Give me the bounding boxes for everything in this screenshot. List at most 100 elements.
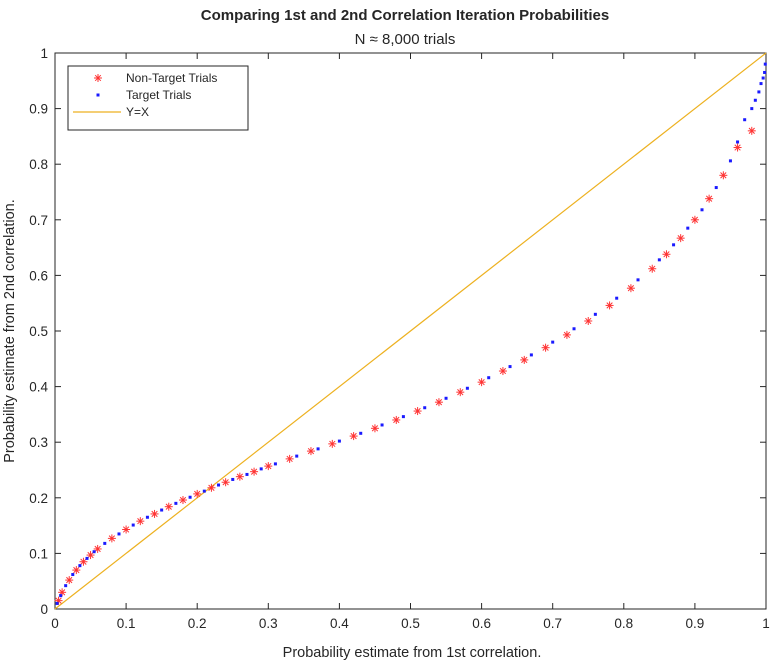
- y-tick-label: 0.5: [29, 324, 48, 339]
- non-target-point: [605, 301, 614, 310]
- target-point: [92, 550, 96, 554]
- target-point: [657, 258, 661, 262]
- target-point: [728, 159, 732, 163]
- target-point: [188, 495, 192, 499]
- non-target-point: [690, 215, 699, 224]
- legend-marker-target: [96, 93, 100, 97]
- non-target-point: [328, 439, 337, 448]
- target-point: [71, 573, 75, 577]
- non-target-point: [107, 534, 116, 543]
- non-target-point: [285, 454, 294, 463]
- target-point: [636, 278, 640, 282]
- non-target-point: [733, 143, 742, 152]
- non-target-point: [193, 489, 202, 498]
- non-target-point: [456, 388, 465, 397]
- legend-entry-label: Target Trials: [126, 88, 191, 102]
- target-point: [78, 564, 82, 568]
- target-point: [217, 483, 221, 487]
- non-target-point: [72, 566, 81, 575]
- non-target-point: [562, 330, 571, 339]
- x-tick-label: 0.4: [330, 616, 349, 631]
- target-point: [295, 454, 299, 458]
- target-point: [615, 296, 619, 300]
- non-target-point: [264, 462, 273, 471]
- x-tick-label: 0.6: [472, 616, 491, 631]
- target-point: [759, 82, 763, 86]
- y-tick-label: 0.7: [29, 213, 48, 228]
- non-target-point: [306, 447, 315, 456]
- non-target-point: [541, 343, 550, 352]
- target-point: [273, 462, 277, 466]
- target-point: [572, 327, 576, 331]
- target-point: [763, 62, 767, 66]
- x-tick-label: 0.7: [543, 616, 562, 631]
- target-point: [174, 501, 178, 505]
- non-target-point: [65, 576, 74, 585]
- target-point: [761, 76, 765, 80]
- x-tick-label: 0.3: [259, 616, 278, 631]
- x-tick-label: 0.5: [401, 616, 420, 631]
- target-point: [757, 90, 761, 94]
- target-point: [750, 107, 754, 111]
- y-tick-label: 0: [40, 602, 48, 617]
- target-point: [401, 415, 405, 419]
- target-point: [753, 98, 757, 102]
- target-point: [202, 489, 206, 493]
- target-point: [259, 467, 263, 471]
- chart-title: Comparing 1st and 2nd Correlation Iterat…: [201, 7, 609, 24]
- y-tick-label: 0.6: [29, 268, 48, 283]
- non-target-point: [662, 250, 671, 259]
- non-target-point: [349, 432, 358, 441]
- target-point: [160, 508, 164, 512]
- chart-subtitle: N ≈ 8,000 trials: [355, 31, 456, 48]
- target-point: [465, 386, 469, 390]
- non-target-point: [392, 415, 401, 424]
- non-target-point: [221, 478, 230, 487]
- y-tick-label: 0.1: [29, 546, 48, 561]
- target-point: [64, 584, 68, 588]
- target-point: [736, 140, 740, 144]
- legend: Non-Target Trials Target Trials Y=X: [67, 65, 249, 131]
- non-target-point: [250, 467, 259, 476]
- target-point: [487, 376, 491, 380]
- target-point: [55, 601, 59, 605]
- x-tick-label: 0.1: [117, 616, 136, 631]
- non-target-point: [626, 284, 635, 293]
- target-point: [131, 523, 135, 527]
- non-target-point: [434, 398, 443, 407]
- non-target-point: [498, 367, 507, 376]
- non-target-point: [164, 502, 173, 511]
- non-target-point: [676, 234, 685, 243]
- plot-area: 0 0.1 0.2 0.3 0.4 0.5 0.6 0.7 0.8 0.9 1 0 0.1 0.2 0.3 0…: [29, 46, 770, 631]
- y-axis-label: Probability estimate from 2nd correlatio…: [2, 199, 18, 463]
- non-target-point: [747, 126, 756, 135]
- x-tick-label: 0.8: [614, 616, 633, 631]
- target-point: [103, 541, 107, 545]
- non-target-point: [648, 264, 657, 273]
- target-point: [380, 423, 384, 427]
- y-tick-label: 1: [40, 46, 48, 61]
- target-point: [686, 226, 690, 230]
- x-tick-label: 0.9: [686, 616, 705, 631]
- x-tick-label: 1: [762, 616, 770, 631]
- legend-box: [67, 65, 249, 131]
- y-tick-label: 0.4: [29, 380, 48, 395]
- target-point: [763, 70, 767, 74]
- non-target-point: [86, 551, 95, 560]
- target-point: [444, 396, 448, 400]
- non-target-point: [93, 544, 102, 553]
- y-tick-label: 0.2: [29, 491, 48, 506]
- non-target-point: [178, 496, 187, 505]
- x-axis-label: Probability estimate from 1st correlatio…: [283, 645, 542, 661]
- non-target-point: [136, 517, 145, 526]
- non-target-point: [719, 171, 728, 180]
- non-target-point: [413, 407, 422, 416]
- x-tick-label: 0.2: [188, 616, 207, 631]
- non-target-point: [122, 525, 131, 534]
- target-point: [700, 208, 704, 212]
- target-point: [743, 118, 747, 122]
- target-point: [551, 340, 555, 344]
- y-tick-label: 0.3: [29, 435, 48, 450]
- target-point: [316, 447, 320, 451]
